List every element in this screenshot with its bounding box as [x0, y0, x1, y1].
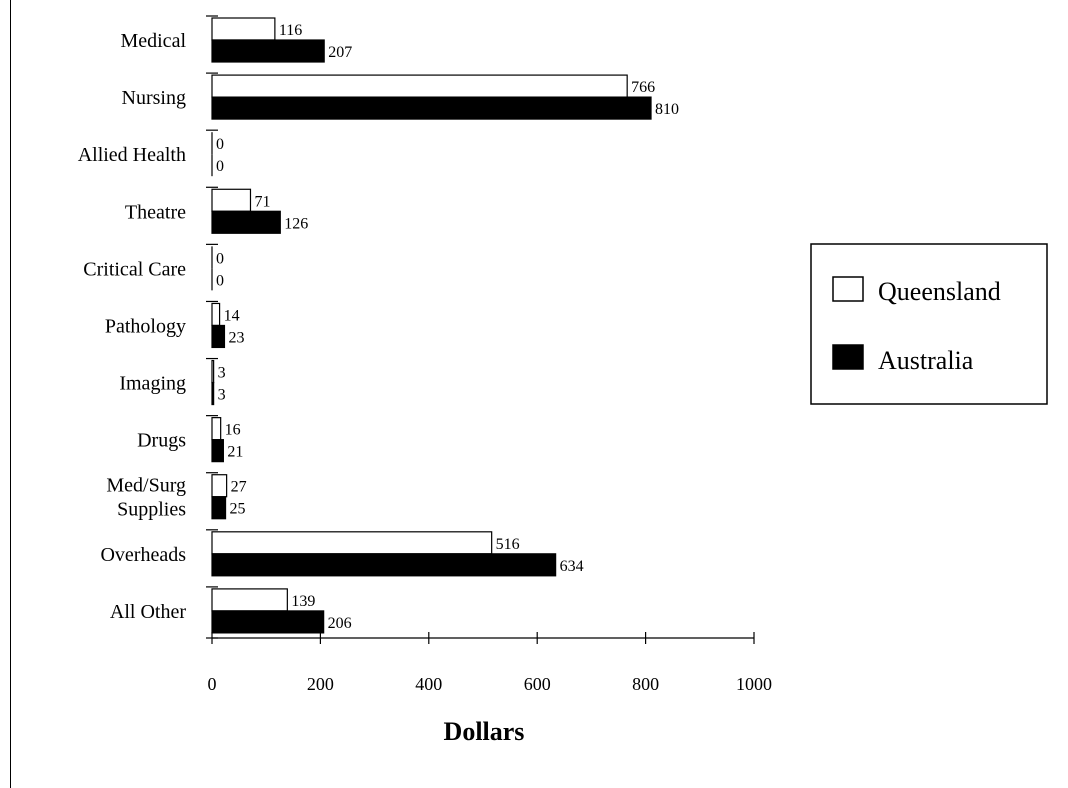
value-label-queensland: 0	[216, 136, 224, 153]
bar-queensland	[211, 359, 215, 384]
x-tick-label: 1000	[736, 674, 772, 694]
value-label-queensland: 766	[631, 79, 655, 96]
value-label-queensland: 116	[279, 22, 302, 39]
value-label-australia: 206	[328, 615, 352, 632]
legend: Queensland Australia	[810, 243, 1048, 405]
page-border	[10, 0, 11, 788]
bar-australia	[211, 210, 281, 234]
value-label-queensland: 139	[291, 593, 315, 610]
x-tick-label: 400	[415, 674, 442, 694]
legend-label-australia: Australia	[878, 346, 974, 375]
x-axis-title: Dollars	[444, 717, 525, 746]
bar-australia	[211, 496, 227, 520]
legend-swatch-australia	[832, 344, 864, 370]
bar-australia	[211, 39, 325, 63]
bar-australia	[211, 439, 224, 463]
category-label: Drugs	[137, 430, 186, 452]
value-label-australia: 0	[216, 272, 224, 289]
bar-queensland	[211, 417, 222, 441]
category-label: Overheads	[100, 544, 186, 566]
legend-label-queensland: Queensland	[878, 277, 1001, 306]
value-label-queensland: 14	[224, 307, 240, 324]
category-label: Critical Care	[83, 258, 186, 280]
category-label: Medical	[120, 30, 186, 52]
value-label-queensland: 16	[225, 422, 241, 439]
bar-queensland	[211, 17, 276, 41]
value-label-australia: 23	[228, 329, 244, 346]
bar-australia	[211, 324, 226, 349]
x-axis: 0 200 400 600 800 1000	[208, 632, 772, 694]
value-label-australia: 126	[284, 215, 308, 232]
bar-australia	[211, 610, 325, 634]
value-label-australia: 25	[230, 501, 246, 518]
category-label: Allied Health	[78, 144, 186, 166]
category-label: Med/Surg	[106, 475, 186, 497]
x-tick-label: 0	[208, 674, 217, 694]
x-tick-label: 800	[632, 674, 659, 694]
bar-queensland	[211, 74, 628, 98]
category-label: Supplies	[117, 499, 186, 521]
value-label-queensland: 3	[218, 365, 226, 382]
value-label-queensland: 516	[496, 536, 520, 553]
category-label: Imaging	[119, 373, 186, 395]
value-label-australia: 634	[560, 558, 584, 575]
bar-queensland	[211, 302, 221, 327]
value-label-queensland: 0	[216, 250, 224, 267]
value-label-australia: 810	[655, 101, 679, 118]
x-tick-label: 600	[524, 674, 551, 694]
bar-australia	[211, 96, 652, 120]
value-label-australia: 21	[227, 444, 243, 461]
category-label: All Other	[110, 601, 186, 623]
x-tick-label: 200	[307, 674, 334, 694]
bar-australia	[211, 381, 215, 406]
category-label: Nursing	[122, 87, 186, 109]
bar-queensland	[211, 188, 252, 212]
bar-queensland	[211, 588, 288, 612]
category-label: Pathology	[105, 315, 186, 337]
value-label-queensland: 27	[231, 479, 247, 496]
value-label-australia: 207	[328, 44, 352, 61]
legend-swatch-queensland	[832, 276, 864, 302]
value-label-queensland: 71	[254, 193, 270, 210]
bar-australia	[211, 553, 557, 577]
legend-box	[810, 243, 1048, 405]
category-label: Theatre	[125, 201, 186, 223]
bar-queensland	[211, 474, 228, 498]
value-label-australia: 3	[218, 387, 226, 404]
value-label-australia: 0	[216, 158, 224, 175]
bar-queensland	[211, 531, 493, 555]
